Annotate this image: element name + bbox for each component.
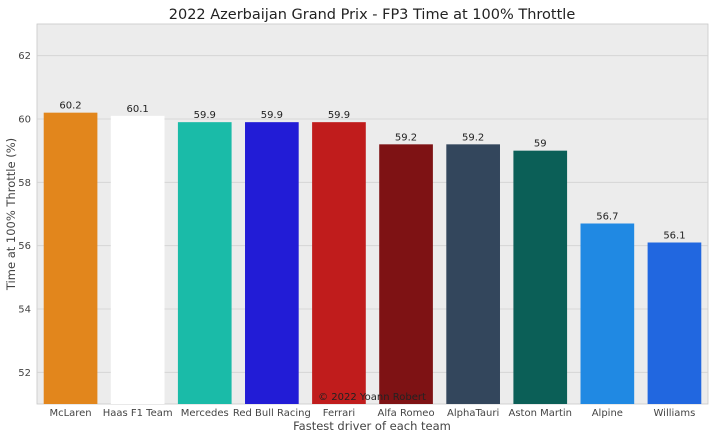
y-axis-ticks: 52 54 56 58 60 62 <box>18 51 31 379</box>
bar <box>513 150 568 404</box>
bar <box>177 122 232 405</box>
bar-value-label: 59.2 <box>395 132 417 143</box>
x-tick-label: Ferrari <box>323 408 355 419</box>
x-tick-label: AlphaTauri <box>447 408 499 419</box>
bar-value-label: 59.9 <box>328 110 350 121</box>
bars <box>43 112 702 405</box>
y-tick-label: 60 <box>18 115 31 126</box>
bar <box>312 122 366 405</box>
bar-value-label: 59.9 <box>261 110 283 121</box>
bar-value-label: 60.2 <box>59 101 81 112</box>
bar-value-labels: 60.2 60.1 59.9 59.9 59.9 59.2 59.2 59 56.7 56.1 <box>59 101 685 242</box>
bar-value-label: 59.9 <box>194 110 216 121</box>
y-tick-label: 56 <box>18 241 31 252</box>
bar <box>446 144 500 405</box>
bar-value-label: 60.1 <box>127 104 149 115</box>
x-tick-label: Mercedes <box>181 408 229 419</box>
bar-value-label: 59.2 <box>462 132 484 143</box>
x-tick-label: Alpine <box>592 408 623 419</box>
y-axis-label: Time at 100% Throttle (%) <box>4 138 18 291</box>
y-tick-label: 58 <box>18 178 31 189</box>
bar <box>110 115 165 404</box>
bar <box>647 242 702 404</box>
bar <box>379 144 433 405</box>
x-tick-label: Red Bull Racing <box>233 408 311 419</box>
bar-value-label: 56.7 <box>596 212 618 223</box>
y-tick-label: 62 <box>18 51 31 62</box>
bar <box>43 112 98 405</box>
x-tick-label: Williams <box>654 408 696 419</box>
watermark: © 2022 Yoann Robert <box>318 392 426 403</box>
x-tick-label: Alfa Romeo <box>378 408 435 419</box>
x-tick-label: McLaren <box>49 408 91 419</box>
x-tick-label: Aston Martin <box>508 408 572 419</box>
chart-title: 2022 Azerbaijan Grand Prix - FP3 Time at… <box>169 7 576 23</box>
bar <box>245 122 299 405</box>
y-tick-label: 52 <box>18 368 31 379</box>
x-axis-ticks: McLaren Haas F1 Team Mercedes Red Bull Raci… <box>49 408 695 419</box>
bar <box>580 223 635 404</box>
y-tick-label: 54 <box>18 305 31 316</box>
x-tick-label: Haas F1 Team <box>103 408 173 419</box>
bar-value-label: 59 <box>534 139 547 150</box>
x-axis-label: Fastest driver of each team <box>293 419 451 433</box>
bar-value-label: 56.1 <box>663 231 685 242</box>
